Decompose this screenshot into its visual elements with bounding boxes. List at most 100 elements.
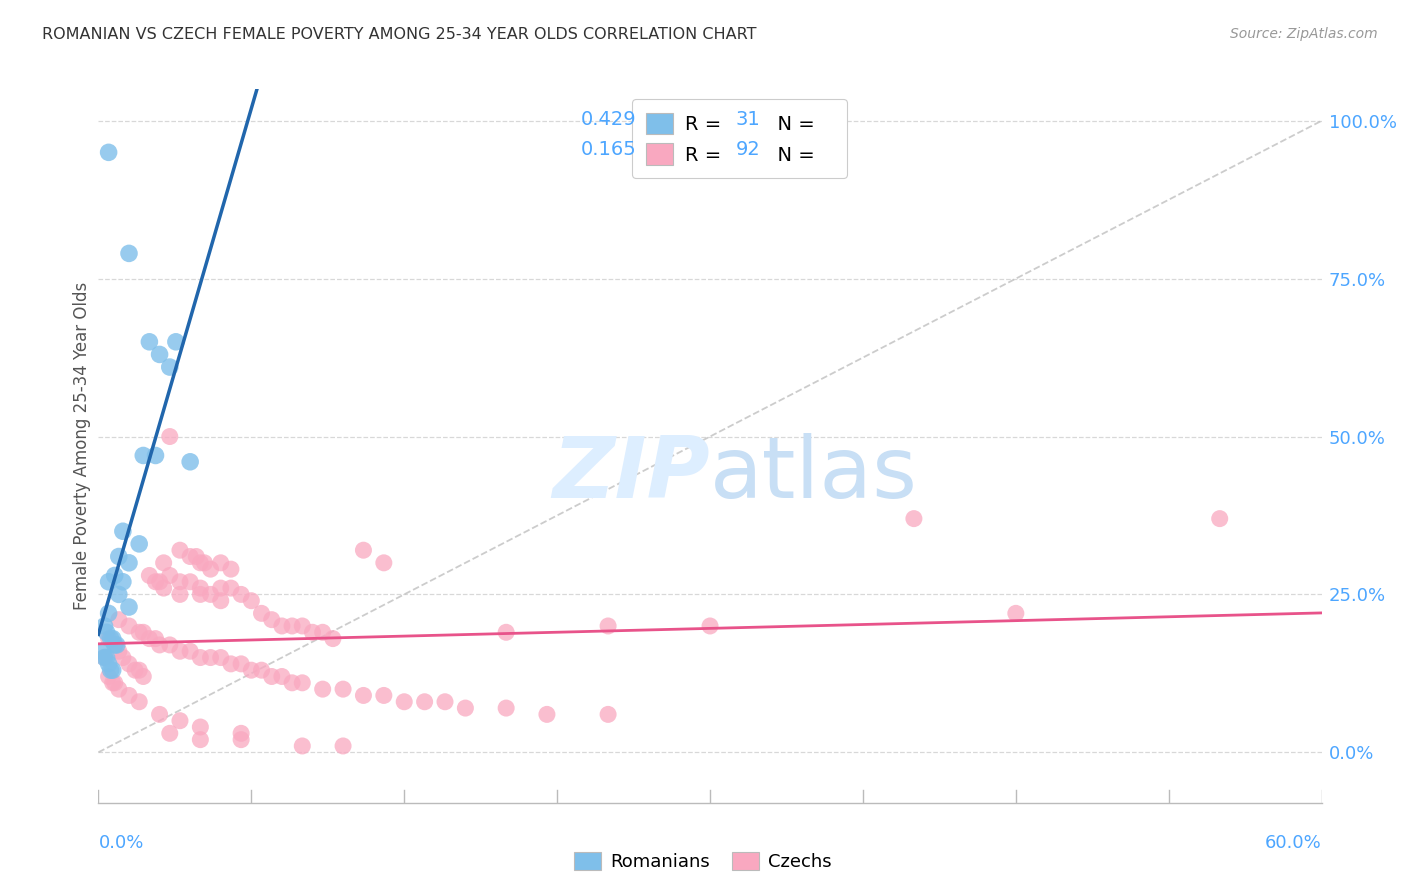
- Point: [179, 574, 201, 589]
- Point: [188, 720, 212, 734]
- Point: [433, 695, 456, 709]
- Point: [145, 632, 167, 646]
- Point: [149, 574, 172, 589]
- Point: [260, 613, 283, 627]
- Point: [169, 574, 191, 589]
- Point: [250, 663, 273, 677]
- Point: [93, 650, 115, 665]
- Point: [200, 587, 222, 601]
- Point: [118, 689, 141, 703]
- Point: [169, 714, 191, 728]
- Point: [145, 449, 167, 463]
- Point: [159, 568, 181, 582]
- Point: [100, 663, 122, 677]
- Point: [118, 246, 141, 260]
- Point: [240, 663, 263, 677]
- Point: [188, 732, 212, 747]
- Point: [699, 619, 721, 633]
- Point: [260, 669, 283, 683]
- Point: [97, 632, 120, 646]
- Point: [596, 707, 619, 722]
- Point: [118, 556, 141, 570]
- Point: [209, 650, 232, 665]
- Point: [231, 726, 253, 740]
- Point: [138, 334, 160, 349]
- Point: [118, 600, 141, 615]
- Point: [209, 581, 232, 595]
- Point: [188, 587, 212, 601]
- Point: [118, 619, 141, 633]
- Point: [179, 455, 201, 469]
- Point: [104, 638, 127, 652]
- Point: [1208, 511, 1232, 525]
- Point: [219, 562, 242, 576]
- Text: Source: ZipAtlas.com: Source: ZipAtlas.com: [1230, 27, 1378, 41]
- Point: [159, 429, 181, 443]
- Point: [1004, 607, 1026, 621]
- Point: [165, 334, 187, 349]
- Point: [281, 619, 304, 633]
- Point: [332, 739, 354, 753]
- Point: [138, 632, 160, 646]
- Point: [100, 632, 122, 646]
- Point: [132, 669, 155, 683]
- Point: [97, 669, 120, 683]
- Text: 0.0%: 0.0%: [98, 834, 143, 852]
- Point: [495, 701, 517, 715]
- Point: [219, 657, 242, 671]
- Text: 0.429: 0.429: [581, 110, 637, 129]
- Point: [188, 650, 212, 665]
- Point: [291, 675, 314, 690]
- Point: [159, 726, 181, 740]
- Point: [105, 638, 128, 652]
- Point: [322, 632, 344, 646]
- Point: [128, 663, 150, 677]
- Point: [97, 574, 120, 589]
- Point: [312, 625, 335, 640]
- Legend: Romanians, Czechs: Romanians, Czechs: [567, 845, 839, 879]
- Point: [128, 625, 150, 640]
- Point: [270, 619, 294, 633]
- Point: [108, 613, 131, 627]
- Point: [193, 556, 215, 570]
- Point: [96, 625, 118, 640]
- Point: [373, 556, 395, 570]
- Point: [270, 669, 294, 683]
- Point: [209, 556, 232, 570]
- Point: [219, 581, 242, 595]
- Point: [152, 581, 174, 595]
- Point: [91, 644, 114, 658]
- Point: [312, 682, 335, 697]
- Point: [145, 574, 167, 589]
- Point: [104, 675, 127, 690]
- Point: [101, 632, 124, 646]
- Point: [97, 607, 120, 621]
- Point: [111, 524, 134, 539]
- Point: [132, 449, 155, 463]
- Text: ZIP: ZIP: [553, 433, 710, 516]
- Point: [200, 650, 222, 665]
- Point: [495, 625, 517, 640]
- Text: 0.165: 0.165: [581, 140, 637, 160]
- Point: [352, 543, 374, 558]
- Point: [149, 707, 172, 722]
- Point: [159, 638, 181, 652]
- Point: [169, 587, 191, 601]
- Point: [111, 574, 134, 589]
- Point: [179, 644, 201, 658]
- Point: [413, 695, 436, 709]
- Text: 31: 31: [735, 110, 761, 129]
- Point: [903, 511, 925, 525]
- Point: [188, 556, 212, 570]
- Point: [128, 695, 150, 709]
- Point: [596, 619, 619, 633]
- Legend: R =         N =   , R =         N =   : R = N = , R = N =: [633, 99, 846, 178]
- Point: [536, 707, 558, 722]
- Point: [301, 625, 323, 640]
- Point: [111, 650, 134, 665]
- Point: [104, 638, 127, 652]
- Point: [169, 543, 191, 558]
- Point: [231, 587, 253, 601]
- Point: [152, 556, 174, 570]
- Point: [186, 549, 208, 564]
